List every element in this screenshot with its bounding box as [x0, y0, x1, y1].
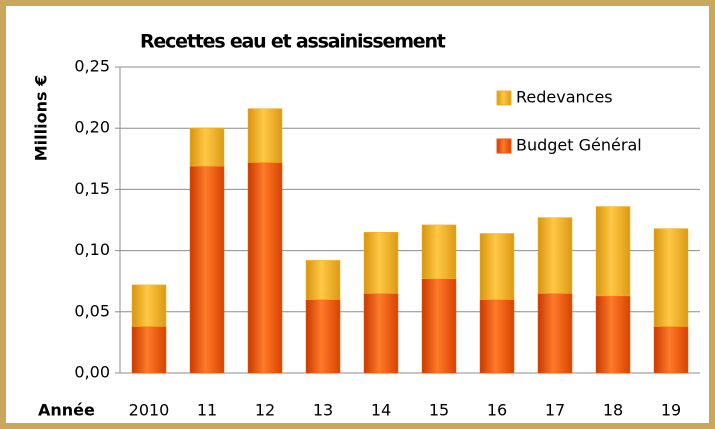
y-axis-label: Millions €	[32, 75, 51, 161]
legend-label: Budget Général	[516, 136, 642, 155]
x-tick-label: 19	[661, 401, 681, 420]
bar-segment	[479, 299, 515, 374]
legend-label: Redevances	[516, 88, 613, 107]
bar-segment	[595, 295, 631, 374]
y-tick-label: 0,10	[74, 240, 110, 259]
x-tick-label: 11	[197, 401, 217, 420]
bar-segment	[305, 260, 341, 300]
bar-segment	[537, 217, 573, 294]
bar-segment	[247, 108, 283, 163]
x-tick-label: 15	[429, 401, 449, 420]
x-tick-label: 14	[371, 401, 391, 420]
bar-segment	[421, 278, 457, 374]
y-tick-label: 0,20	[74, 118, 110, 137]
y-tick-label: 0,15	[74, 179, 110, 198]
x-tick-label: 17	[545, 401, 565, 420]
bar-segment	[537, 293, 573, 374]
x-tick-label: 16	[487, 401, 507, 420]
bar-segment	[595, 206, 631, 297]
bar-segment	[131, 284, 167, 327]
bar-segment	[421, 224, 457, 280]
x-tick-label: 2010	[129, 401, 170, 420]
legend-swatch	[496, 138, 512, 154]
legend-swatch	[496, 90, 512, 106]
bar-segment	[653, 228, 689, 327]
bar-segment	[247, 162, 283, 374]
bar-segment	[363, 293, 399, 374]
bar-segment	[131, 326, 167, 374]
x-axis-label: Année	[38, 401, 95, 420]
chart-title: Recettes eau et assainissement	[140, 31, 446, 53]
x-tick-label: 13	[313, 401, 333, 420]
x-tick-label: 18	[603, 401, 623, 420]
y-tick-label: 0,00	[74, 363, 110, 382]
y-tick-label: 0,05	[74, 301, 110, 320]
bar-segment	[653, 326, 689, 374]
y-tick-label: 0,25	[74, 57, 110, 76]
bar-segment	[189, 127, 225, 167]
bar-segment	[305, 299, 341, 374]
bar-segment	[189, 165, 225, 374]
bar-segment	[479, 233, 515, 300]
x-tick-label: 12	[255, 401, 275, 420]
bar-segment	[363, 231, 399, 294]
